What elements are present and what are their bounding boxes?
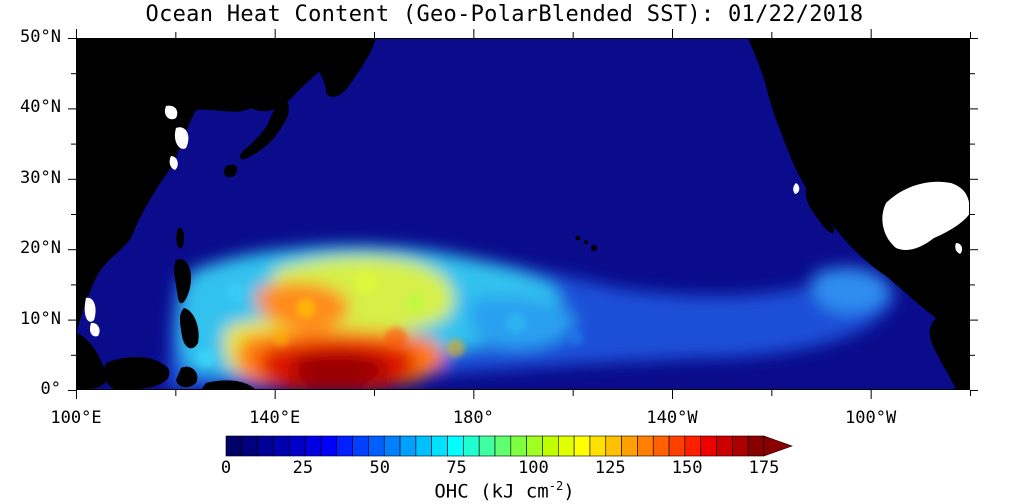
nodata-asia bbox=[84, 105, 189, 337]
colorbar-segment bbox=[463, 435, 480, 457]
heat-texture bbox=[197, 271, 584, 367]
lon-tick-label: 140°W bbox=[646, 408, 698, 428]
colorbar-segment bbox=[431, 435, 448, 457]
colorbar-segment bbox=[352, 435, 369, 457]
colorbar-segment bbox=[399, 435, 417, 457]
colorbar-segment bbox=[368, 435, 385, 457]
colorbar-segment bbox=[668, 435, 686, 457]
colorbar-segment bbox=[557, 435, 575, 457]
lon-tick-label: 140°E bbox=[249, 408, 301, 428]
map-title: Ocean Heat Content (Geo-PolarBlended SST… bbox=[145, 2, 864, 27]
colorbar-segment bbox=[257, 435, 274, 457]
colorbar-segment bbox=[589, 435, 607, 457]
colorbar-segment bbox=[288, 435, 306, 457]
colorbar-segment bbox=[304, 435, 322, 457]
lon-tick-label: 180° bbox=[452, 408, 494, 428]
colorbar-segment bbox=[510, 435, 527, 457]
colorbar-segment bbox=[542, 435, 559, 457]
colorbar-segment bbox=[700, 435, 717, 457]
lat-tick-label: 0° bbox=[40, 379, 61, 399]
colorbar-segment bbox=[621, 435, 638, 457]
colorbar-segment bbox=[415, 435, 433, 457]
colorbar-segment bbox=[320, 435, 338, 457]
colorbar-segment bbox=[747, 435, 765, 457]
colorbar-tick-label: 50 bbox=[369, 458, 390, 478]
colorbar-segment bbox=[637, 435, 654, 457]
colorbar-segment bbox=[652, 435, 670, 457]
colorbar-tick-label: 100 bbox=[518, 458, 549, 478]
colorbar-tick-label: 75 bbox=[446, 458, 467, 478]
hawaii-islands bbox=[575, 235, 597, 251]
colorbar-segment bbox=[605, 435, 622, 457]
colorbar-segment bbox=[241, 435, 258, 457]
colorbar-tick-label: 25 bbox=[292, 458, 314, 478]
colorbar-segment bbox=[494, 435, 512, 457]
nodata-gulf bbox=[793, 181, 970, 254]
colorbar-segment bbox=[684, 435, 702, 457]
land-asia bbox=[76, 38, 376, 390]
colorbar-segment bbox=[716, 435, 733, 457]
lat-tick-label: 10°N bbox=[20, 308, 61, 329]
colorbar-segment bbox=[336, 435, 353, 457]
lat-tick-label: 50°N bbox=[20, 27, 61, 47]
lon-tick-label: 100°W bbox=[845, 408, 897, 428]
colorbar-tick-label: 125 bbox=[594, 458, 626, 478]
lat-tick-label: 20°N bbox=[20, 238, 61, 259]
colorbar-overflow-arrow bbox=[763, 435, 793, 457]
lat-tick-label: 30°N bbox=[20, 167, 61, 188]
colorbar-tick-label: 175 bbox=[748, 458, 780, 478]
ohc-map bbox=[76, 38, 970, 390]
map-border bbox=[76, 38, 970, 390]
colorbar-units: OHC (kJ cm-2) bbox=[434, 479, 575, 503]
land-north-america bbox=[748, 38, 970, 390]
colorbar-segment bbox=[732, 435, 749, 457]
colorbar-tick-label: 0 bbox=[220, 458, 232, 478]
colorbar-segment bbox=[478, 435, 496, 457]
colorbar-segment bbox=[573, 435, 591, 457]
colorbar-segment bbox=[526, 435, 543, 457]
colorbar-segment bbox=[225, 435, 243, 457]
colorbar-tick-label: 150 bbox=[671, 458, 703, 478]
colorbar-segment bbox=[383, 435, 401, 457]
lon-tick-label: 100°E bbox=[50, 408, 102, 428]
lat-tick-label: 40°N bbox=[20, 97, 61, 118]
colorbar-segment bbox=[447, 435, 464, 457]
colorbar-segment bbox=[273, 435, 290, 457]
